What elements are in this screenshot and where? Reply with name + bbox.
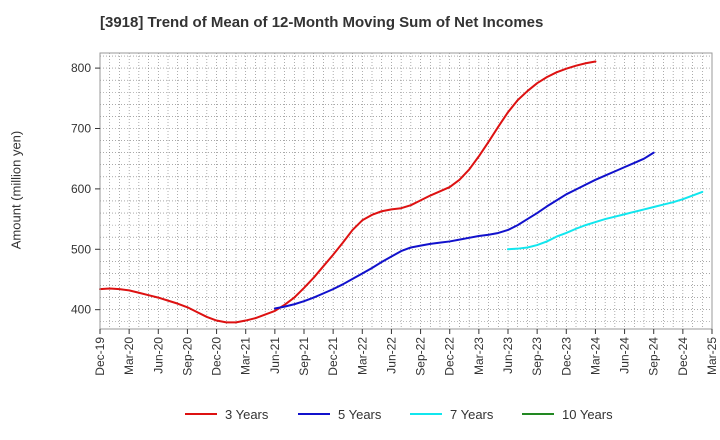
x-tick-label: Sep-22 (414, 337, 428, 376)
x-tick-label: Dec-19 (93, 337, 107, 376)
x-tick-label: Mar-20 (122, 337, 136, 375)
legend-label: 10 Years (562, 407, 613, 422)
x-tick-label: Jun-23 (501, 337, 515, 374)
y-tick-label: 500 (71, 242, 91, 256)
x-tick-label: Dec-24 (676, 337, 690, 376)
x-tick-label: Jun-24 (618, 337, 632, 374)
y-tick-label: 700 (71, 121, 91, 135)
x-tick-label: Mar-24 (588, 337, 602, 375)
x-tick-label: Sep-23 (530, 337, 544, 376)
plot-frame (99, 52, 713, 330)
series-line-3-years (99, 60, 597, 324)
x-tick-layer: Dec-19 Mar-20 Jun-20 Sep-20 Dec-20 Mar-21 Jun-… (93, 329, 719, 376)
x-tick-label: Mar-22 (355, 337, 369, 375)
x-tick-label: Jun-21 (268, 337, 282, 374)
x-tick-label: Dec-22 (443, 337, 457, 376)
x-tick-label: Mar-21 (239, 337, 253, 375)
y-tick-label: 400 (71, 303, 91, 317)
y-tick-label: 800 (71, 61, 91, 75)
x-tick-label: Sep-24 (647, 337, 661, 376)
x-tick-label: Dec-23 (559, 337, 573, 376)
legend-label: 5 Years (338, 407, 382, 422)
x-tick-label: Mar-25 (705, 337, 719, 375)
legend-label: 3 Years (225, 407, 269, 422)
x-tick-label: Jun-20 (151, 337, 165, 374)
x-tick-label: Sep-20 (180, 337, 194, 376)
legend: 3 Years 5 Years 7 Years 10 Years (185, 407, 613, 422)
x-tick-label: Jun-22 (384, 337, 398, 374)
grid-layer (100, 53, 712, 329)
y-tick-layer: 400 500 600 700 800 (71, 61, 100, 317)
series-layer (99, 60, 704, 324)
y-tick-label: 600 (71, 182, 91, 196)
chart-title: [3918] Trend of Mean of 12-Month Moving … (100, 14, 544, 31)
legend-label: 7 Years (450, 407, 494, 422)
x-tick-label: Dec-21 (326, 337, 340, 376)
x-tick-label: Dec-20 (210, 337, 224, 376)
series-line-7-years (507, 190, 704, 251)
series-line-5-years (273, 151, 655, 310)
x-tick-label: Sep-21 (297, 337, 311, 376)
x-tick-label: Mar-23 (472, 337, 486, 375)
